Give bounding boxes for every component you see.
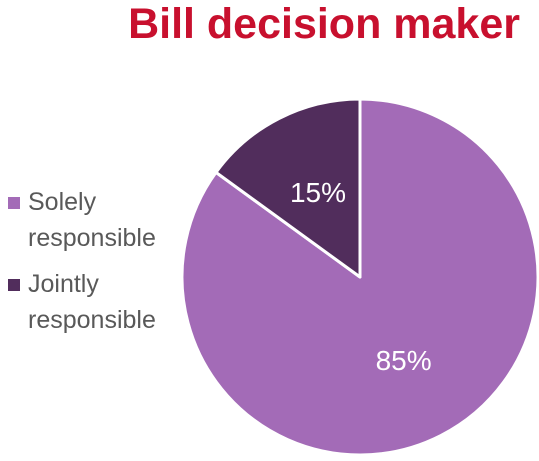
slice-solely-responsible: [180, 97, 539, 457]
legend-item-solely-responsible: Solely responsible: [6, 184, 184, 256]
legend-item-jointly-responsible: Jointly responsible: [6, 266, 184, 338]
legend-swatch-jointly-responsible: [8, 279, 20, 291]
legend-label-jointly-responsible: Jointly responsible: [28, 270, 156, 334]
legend-label-solely-responsible: Solely responsible: [28, 188, 156, 252]
legend-swatch-solely-responsible: [8, 197, 20, 209]
chart-title: Bill decision maker: [128, 0, 520, 48]
slice-label-solely-responsible: 85%: [376, 345, 432, 376]
legend: Solely responsible Jointly responsible: [6, 184, 184, 348]
slice-jointly-responsible: [214, 97, 362, 279]
slice-label-jointly-responsible: 15%: [290, 177, 346, 208]
